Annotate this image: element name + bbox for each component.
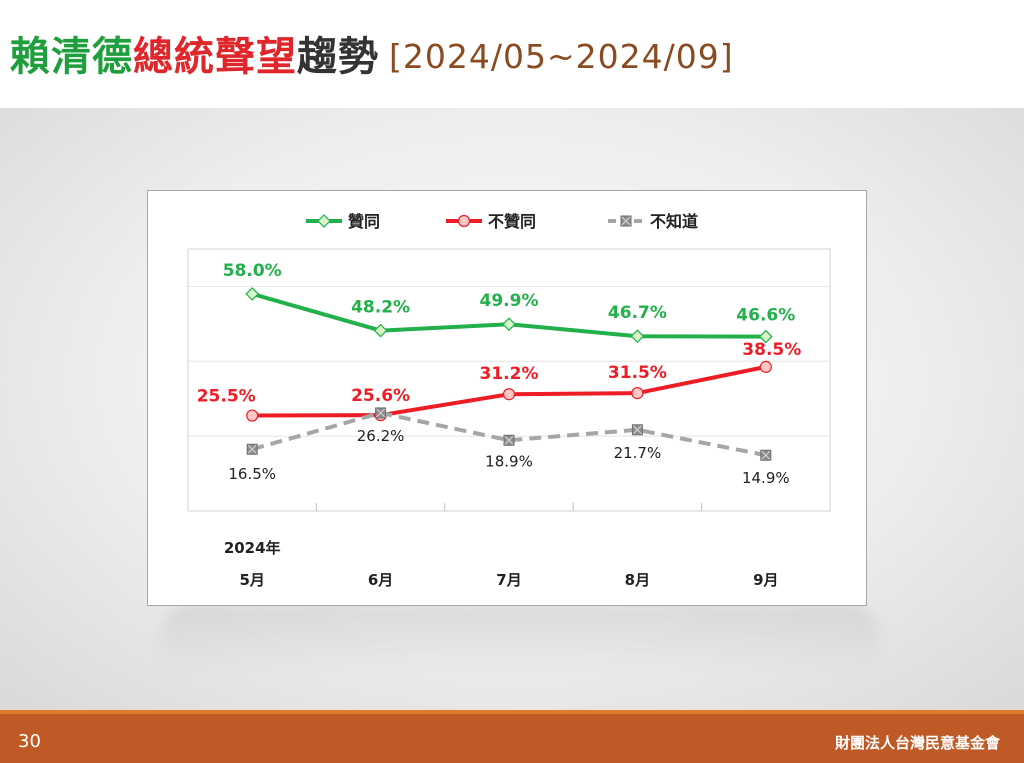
data-point-cross xyxy=(633,425,642,435)
series-line-2 xyxy=(251,410,767,458)
legend-label: 贊同 xyxy=(348,212,380,231)
data-point xyxy=(502,317,516,332)
data-label: 31.5% xyxy=(608,363,667,383)
page-number: 30 xyxy=(18,731,41,752)
data-label: 25.5% xyxy=(197,387,256,407)
data-label: 14.9% xyxy=(742,469,790,487)
title-period: [2024/05~2024/09] xyxy=(389,37,734,76)
data-point-cross xyxy=(504,435,514,445)
data-point xyxy=(630,329,645,344)
chart-panel: 2024年 5月 6月 7月 8月 9月 贊同 不贊同 不知道 58.0% 48.2% 49.9% 46… xyxy=(147,190,867,606)
title-part-subject: 總統聲望 xyxy=(133,34,297,80)
data-label: 31.2% xyxy=(480,364,539,384)
data-point-cross xyxy=(376,408,385,418)
data-label: 48.2% xyxy=(351,298,410,318)
data-point xyxy=(245,287,260,301)
data-label: 16.5% xyxy=(228,465,276,483)
page-title: 賴清德總統聲望趨勢 [2024/05~2024/09] xyxy=(10,24,734,82)
data-label: 46.7% xyxy=(608,303,667,323)
title-bar: 賴清德總統聲望趨勢 [2024/05~2024/09] xyxy=(0,0,1024,109)
crowd-silhouette-decoration xyxy=(160,603,880,673)
data-label: 58.0% xyxy=(223,261,282,281)
x-tick-label: 9月 xyxy=(753,571,778,589)
data-point xyxy=(246,409,259,422)
data-label: 18.9% xyxy=(485,452,533,470)
legend-marker xyxy=(317,214,331,228)
plot-area xyxy=(187,248,831,512)
legend-marker-cross xyxy=(621,216,631,226)
x-axis-year-label: 2024年 xyxy=(224,539,281,557)
data-label: 26.2% xyxy=(357,427,405,445)
title-part-trend: 趨勢 xyxy=(297,34,379,80)
x-tick-label: 5月 xyxy=(239,571,264,589)
data-point xyxy=(759,360,772,373)
legend-label: 不贊同 xyxy=(488,212,536,231)
x-tick-label: 7月 xyxy=(496,571,521,589)
data-label: 46.6% xyxy=(736,306,795,326)
approval-trend-chart: 2024年 5月 6月 7月 8月 9月 贊同 不贊同 不知道 58.0% 48.2% 49.9% 46… xyxy=(187,212,831,589)
x-tick-label: 8月 xyxy=(625,571,650,589)
data-point-cross xyxy=(761,450,771,460)
organization-name: 財團法人台灣民意基金會 xyxy=(834,734,1000,752)
data-point xyxy=(758,329,773,344)
data-label: 25.6% xyxy=(351,386,410,406)
x-tick-label: 6月 xyxy=(368,571,393,589)
legend-label: 不知道 xyxy=(650,212,698,231)
data-point xyxy=(373,323,388,338)
footer-bar: 30 財團法人台灣民意基金會 xyxy=(0,710,1024,763)
data-point xyxy=(502,388,516,401)
title-part-name: 賴清德 xyxy=(10,34,133,80)
data-label: 49.9% xyxy=(480,291,539,311)
data-label: 38.5% xyxy=(742,340,801,360)
data-point xyxy=(631,387,644,400)
data-label: 21.7% xyxy=(614,444,662,462)
legend-marker xyxy=(457,214,471,228)
data-point-cross xyxy=(247,444,257,454)
